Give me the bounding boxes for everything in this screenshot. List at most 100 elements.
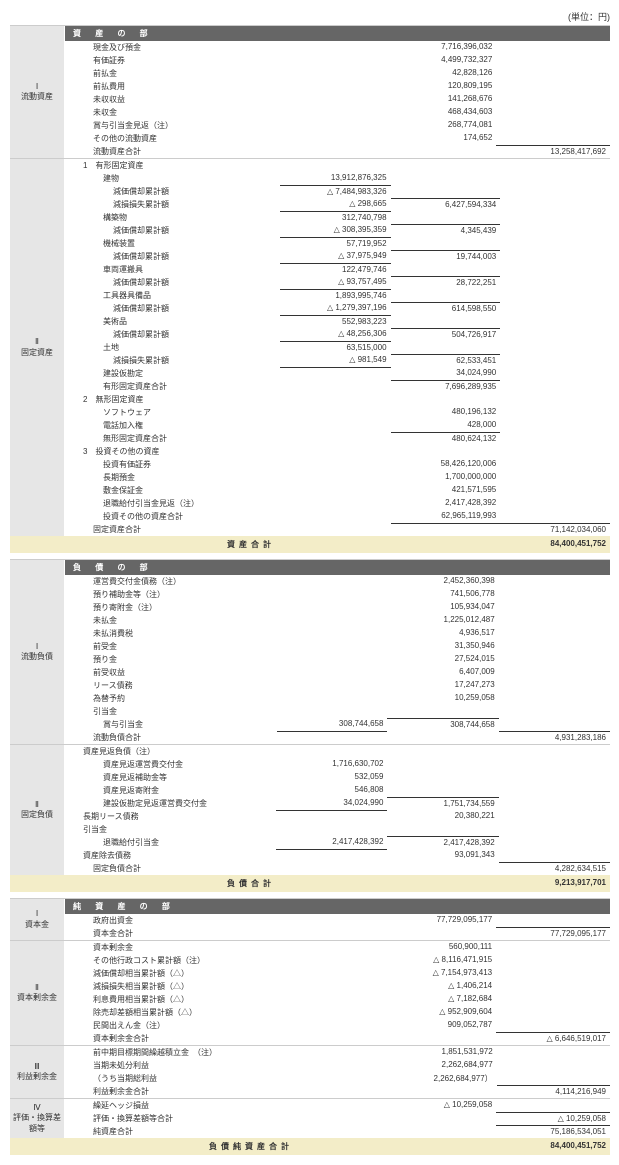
table-row: 減損損失相当累計額（△）△ 1,406,214 — [65, 980, 610, 993]
value-cell — [391, 211, 501, 224]
table-row: 繰延ヘッジ損益△ 10,259,058 — [65, 1099, 610, 1112]
row-label: 電話加入権 — [65, 419, 280, 432]
row-label: 無形固定資産合計 — [65, 432, 280, 445]
value-cell — [496, 54, 610, 67]
row-label: 資本剰余金 — [65, 941, 273, 954]
table-row: 資産見返負債（注） — [65, 745, 610, 758]
value-cell — [277, 601, 388, 614]
table-capital: 政府出資金77,729,095,177資本金合計77,729,095,177 — [65, 914, 610, 940]
row-label: 1 有形固定資産 — [65, 159, 280, 172]
value-cell — [273, 1046, 382, 1059]
row-label: 建物 — [65, 172, 280, 185]
value-cell — [276, 849, 387, 862]
value-cell — [500, 458, 610, 471]
sideband-fixed-liab: Ⅱ 固定負債 — [10, 745, 65, 875]
row-label: 資本剰余金合計 — [65, 1032, 273, 1045]
value-cell — [496, 80, 610, 93]
table-row: 未収収益141,268,676 — [65, 93, 610, 106]
value-cell — [387, 705, 498, 718]
table-capsurplus: 資本剰余金560,900,111その他行政コスト累計額（注）△ 8,116,47… — [65, 941, 610, 1045]
row-label: 有形固定資産合計 — [65, 380, 280, 393]
value-cell — [496, 993, 610, 1006]
value-cell — [500, 263, 610, 276]
value-cell: △ 93,757,495 — [280, 276, 390, 289]
value-cell: △ 48,256,306 — [280, 328, 390, 341]
row-label: 車両運搬具 — [65, 263, 280, 276]
table-row: 減価償却累計額△ 308,395,3594,345,439 — [65, 224, 610, 237]
row-label: 投資その他の資産合計 — [65, 510, 280, 523]
value-cell — [391, 289, 501, 302]
table-row: 減損損失累計額△ 981,54962,533,451 — [65, 354, 610, 367]
row-label: 運営費交付金債務（注） — [65, 575, 277, 588]
value-cell — [500, 198, 610, 211]
row-label: 引当金 — [65, 705, 277, 718]
value-cell: 480,196,132 — [391, 406, 501, 419]
row-label: 減損損失相当累計額（△） — [65, 980, 273, 993]
value-cell — [274, 1099, 383, 1112]
table-row: リース債務17,247,273 — [65, 679, 610, 692]
row-label: 2 無形固定資産 — [65, 393, 280, 406]
value-cell — [280, 159, 390, 172]
value-cell — [387, 823, 498, 836]
value-cell — [499, 692, 610, 705]
value-cell — [496, 914, 610, 927]
value-cell — [383, 1085, 497, 1098]
row-label: 構築物 — [65, 211, 280, 224]
value-cell — [500, 211, 610, 224]
row-label: 預り金 — [65, 653, 277, 666]
value-cell: 77,729,095,177 — [382, 914, 496, 927]
value-cell — [497, 1072, 610, 1085]
value-cell: 4,936,517 — [387, 627, 498, 640]
value-cell — [500, 315, 610, 328]
value-cell: 1,716,630,702 — [276, 758, 387, 771]
table-row: 預り金27,524,015 — [65, 653, 610, 666]
section-current-liab: Ⅰ 流動負債 負 債 の 部 運営費交付金債務（注）2,452,360,398預… — [10, 559, 610, 744]
table-row: 工具器具備品1,893,995,746 — [65, 289, 610, 302]
row-label: 未払金 — [65, 614, 277, 627]
value-cell — [280, 406, 390, 419]
value-cell: 532,059 — [276, 771, 387, 784]
value-cell: 120,809,195 — [383, 80, 496, 93]
table-row: 減価償却累計額△ 93,757,49528,722,251 — [65, 276, 610, 289]
value-cell: 4,282,634,515 — [499, 862, 610, 875]
value-cell — [280, 510, 390, 523]
value-cell — [499, 705, 610, 718]
value-cell: 552,983,223 — [280, 315, 390, 328]
row-label: 3 投資その他の資産 — [65, 445, 280, 458]
value-cell: 13,912,876,325 — [280, 172, 390, 185]
value-cell — [277, 731, 388, 744]
value-cell: 17,247,273 — [387, 679, 498, 692]
table-row: 流動資産合計13,258,417,692 — [65, 145, 610, 158]
table-row: 預り補助金等（注）741,506,778 — [65, 588, 610, 601]
row-label: 退職給付引当金 — [65, 836, 276, 849]
section-capital: Ⅰ 資本金 純 資 産 の 部 政府出資金77,729,095,177資本金合計… — [10, 898, 610, 940]
value-cell — [276, 745, 387, 758]
value-cell — [497, 1046, 610, 1059]
row-label: 未収収益 — [65, 93, 274, 106]
row-label: 長期預金 — [65, 471, 280, 484]
value-cell — [387, 784, 498, 797]
value-cell — [382, 927, 496, 940]
value-cell — [277, 575, 388, 588]
table-row: 固定資産合計71,142,034,060 — [65, 523, 610, 536]
value-cell — [499, 836, 610, 849]
value-cell — [273, 1085, 382, 1098]
value-cell — [391, 159, 501, 172]
value-cell — [277, 679, 388, 692]
value-cell — [496, 67, 610, 80]
value-cell — [277, 627, 388, 640]
section-retained: Ⅲ 利益剰余金 前中期目標期間繰越積立金 （注）1,851,531,972当期未… — [10, 1045, 610, 1098]
table-row: 現金及び預金7,716,396,032 — [65, 41, 610, 54]
value-cell — [273, 927, 382, 940]
row-label: 未収金 — [65, 106, 274, 119]
value-cell — [496, 1019, 610, 1032]
value-cell: 308,744,658 — [387, 718, 498, 731]
section-fixed-liab: Ⅱ 固定負債 資産見返負債（注）資産見返運営費交付金1,716,630,702資… — [10, 744, 610, 875]
value-cell — [496, 93, 610, 106]
value-cell — [277, 666, 388, 679]
value-cell: 546,808 — [276, 784, 387, 797]
table-valuation: 繰延ヘッジ損益△ 10,259,058評価・換算差額等合計△ 10,259,05… — [65, 1099, 610, 1138]
value-cell — [500, 497, 610, 510]
value-cell — [500, 328, 610, 341]
table-row: 2 無形固定資産 — [65, 393, 610, 406]
